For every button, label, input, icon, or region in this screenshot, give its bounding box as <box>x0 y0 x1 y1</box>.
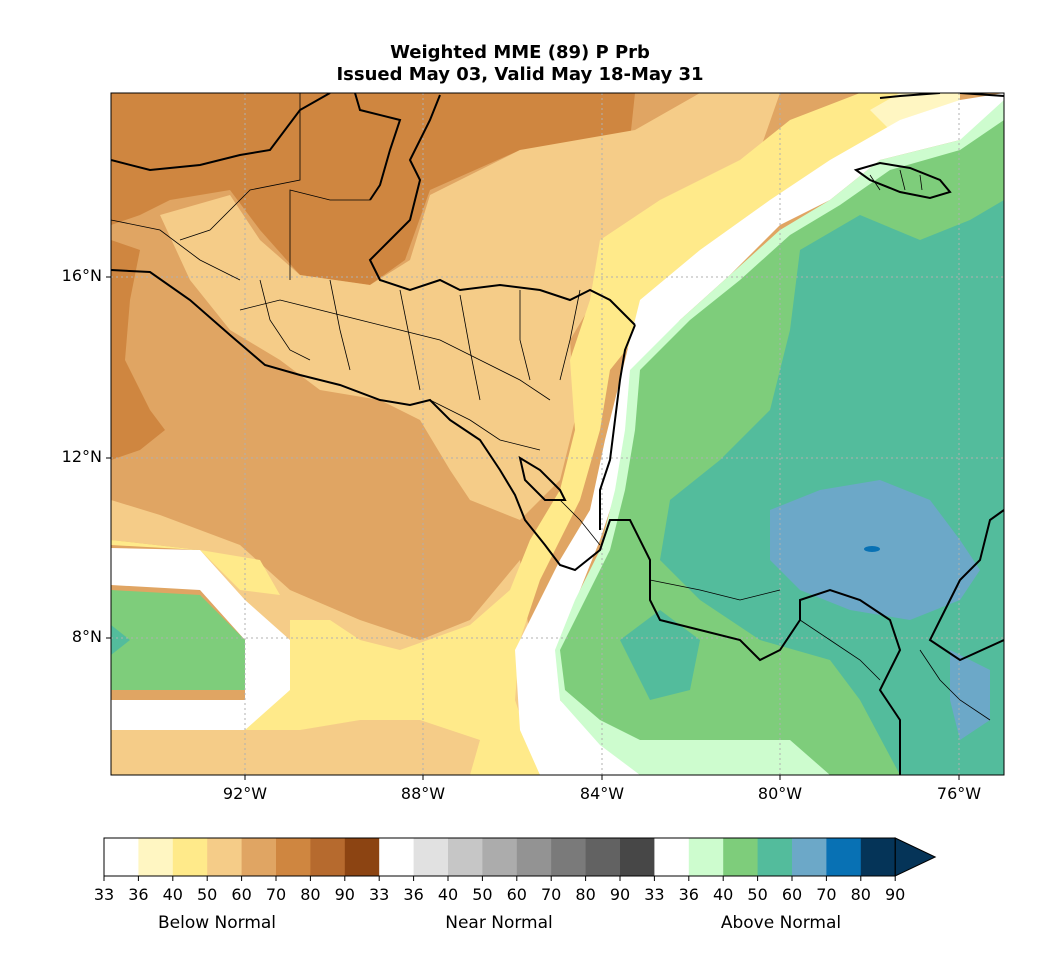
colorbar-tick-label: 50 <box>472 885 493 904</box>
an-60-patch <box>950 650 990 740</box>
colorbar-swatch <box>344 838 380 876</box>
bn-70-region-north <box>111 93 635 285</box>
colorbar-tick-label: 60 <box>781 885 803 904</box>
colorbar-tick-label: 80 <box>575 885 596 904</box>
colorbar-swatch <box>585 838 621 876</box>
colorbar-tick-label: 60 <box>506 885 527 904</box>
colorbar-tick-label: 90 <box>609 885 631 904</box>
colorbar-group-above-normal: Above Normal <box>720 913 842 933</box>
colorbar-tick-label: 40 <box>713 885 734 904</box>
colorbar-swatch <box>241 838 277 876</box>
colorbar-swatch <box>620 838 655 876</box>
colorbar-tick-label: 90 <box>885 885 906 904</box>
colorbar-tick-label: 33 <box>93 885 115 904</box>
colorbar-swatch <box>860 838 896 876</box>
colorbar-tick-label: 40 <box>437 885 459 904</box>
colorbar-swatch <box>172 838 208 876</box>
an-50-region <box>660 200 1004 775</box>
lon-label-88w: 88°W <box>400 784 446 803</box>
colorbar-swatch <box>654 838 690 876</box>
colorbar-tick-label: 33 <box>644 885 665 904</box>
bn-40-region <box>245 93 960 775</box>
colorbar-tick-label: 50 <box>747 885 768 904</box>
lon-label-84w: 84°W <box>579 784 625 803</box>
colorbar-swatch <box>792 838 827 876</box>
colorbar-extend-arrow <box>894 837 937 877</box>
colorbar-swatch <box>757 838 793 876</box>
map-plot-area <box>111 93 1004 775</box>
colorbar-tick-label: 70 <box>265 885 287 904</box>
lat-label-16n: 16°N <box>61 266 102 285</box>
colorbar-swatch <box>688 838 724 876</box>
colorbar-swatch <box>551 838 587 876</box>
colorbar-swatch <box>482 838 518 876</box>
colorbar-tick-label: 80 <box>300 885 321 904</box>
colorbar-frame <box>103 837 896 877</box>
an-50-patch <box>620 610 700 700</box>
colorbar-group-near-normal: Near Normal <box>445 913 553 933</box>
colorbar-swatch <box>276 838 311 876</box>
an-40-patch-west <box>111 590 245 690</box>
colorbar-tick-label: 36 <box>678 885 699 904</box>
an-50-patch-west <box>111 625 130 655</box>
bn-50-region-central <box>160 93 780 520</box>
bn-40-patch-west <box>111 540 280 595</box>
lat-label-12n: 12°N <box>61 447 102 466</box>
bn-70-region-west <box>111 240 165 460</box>
colorbar-tick-label: 36 <box>128 885 149 904</box>
colorbar-tick-label: 70 <box>541 885 562 904</box>
map-subtitle: Issued May 03, Valid May 18-May 31 <box>336 64 704 85</box>
an-70-spot <box>864 546 880 552</box>
colorbar <box>103 837 937 881</box>
colorbar-tick-label: 70 <box>816 885 837 904</box>
plot-frame <box>110 92 1005 776</box>
colorbar-tick-label: 33 <box>369 885 390 904</box>
lat-label-8n: 8°N <box>71 627 102 646</box>
colorbar-tick-label: 40 <box>162 885 183 904</box>
colorbar-tick-label: 80 <box>850 885 871 904</box>
gridlines <box>111 93 1004 775</box>
colorbar-tick-label: 90 <box>334 885 355 904</box>
colorbar-swatch <box>310 838 346 876</box>
colorbar-tick-label: 50 <box>197 885 218 904</box>
colorbar-swatch <box>723 838 759 876</box>
colorbar-swatch <box>379 838 415 876</box>
lon-label-92w: 92°W <box>222 784 268 803</box>
admin-borders <box>111 93 991 721</box>
colorbar-swatch <box>826 838 862 876</box>
colorbar-tick-label: 60 <box>231 885 252 904</box>
colorbar-swatch <box>413 838 449 876</box>
map-title: Weighted MME (89) P Prb <box>390 42 650 63</box>
colorbar-swatch <box>448 838 483 876</box>
lon-label-76w: 76°W <box>936 784 982 803</box>
axis-ticks <box>106 276 960 780</box>
colorbar-group-below-normal: Below Normal <box>157 913 277 933</box>
colorbar-swatch <box>516 838 552 876</box>
lon-label-80w: 80°W <box>757 784 803 803</box>
colorbar-tick-label: 36 <box>403 885 424 904</box>
colorbar-swatch <box>207 838 243 876</box>
colorbar-swatch <box>138 838 174 876</box>
colorbar-swatch <box>104 838 139 876</box>
